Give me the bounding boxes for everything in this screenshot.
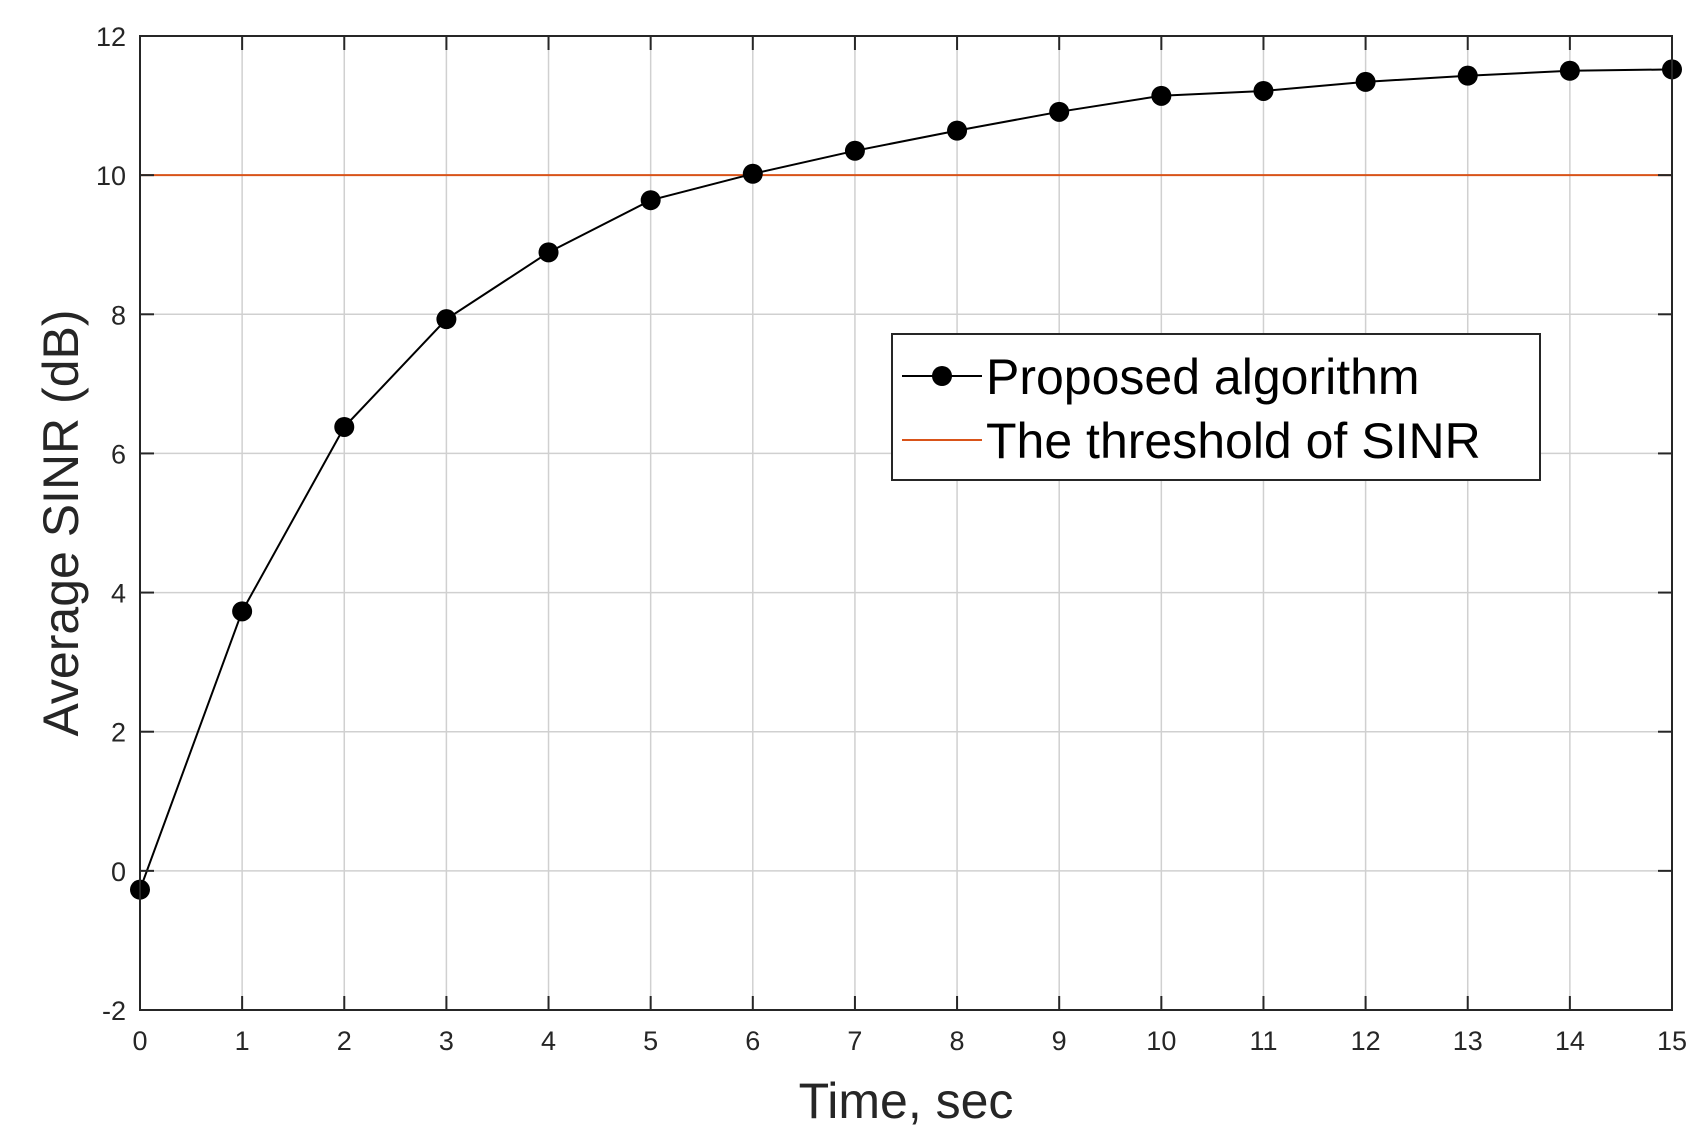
- y-axis-title: Average SINR (dB): [33, 309, 89, 736]
- axes-frame: [139, 35, 1673, 1011]
- x-tick-label: 4: [541, 1026, 556, 1056]
- ticks: [139, 35, 1673, 1011]
- legend-box: [891, 333, 1541, 481]
- x-tick-label: 3: [439, 1026, 454, 1056]
- x-tick-label: 14: [1555, 1026, 1585, 1056]
- data-point-proposed: [436, 309, 457, 330]
- data-point-proposed: [844, 140, 865, 161]
- x-tick-label: 2: [337, 1026, 352, 1056]
- x-tick-label: 9: [1052, 1026, 1067, 1056]
- data-point-proposed: [1559, 60, 1580, 81]
- data-point-proposed: [742, 163, 763, 184]
- series-layer: [130, 59, 1682, 900]
- legend-label-proposed: Proposed algorithm: [986, 349, 1420, 405]
- legend-marker-proposed: [932, 366, 952, 386]
- x-tick-label: 12: [1351, 1026, 1381, 1056]
- x-tick-label: 6: [745, 1026, 760, 1056]
- y-tick-label: 8: [111, 300, 126, 330]
- y-tick-label: 0: [111, 857, 126, 887]
- x-axis-title: Time, sec: [799, 1073, 1014, 1129]
- data-point-proposed: [334, 416, 355, 437]
- data-point-proposed: [232, 601, 253, 622]
- x-tick-label: 0: [132, 1026, 147, 1056]
- x-tick-label: 10: [1146, 1026, 1176, 1056]
- y-tick-label: 6: [111, 439, 126, 469]
- y-tick-label: 2: [111, 718, 126, 748]
- legend-label-threshold: The threshold of SINR: [986, 413, 1481, 469]
- data-point-proposed: [1355, 71, 1376, 92]
- data-point-proposed: [538, 242, 559, 263]
- y-tick-label: -2: [102, 996, 126, 1026]
- x-tick-label: 11: [1249, 1026, 1277, 1056]
- data-point-proposed: [1151, 85, 1172, 106]
- legend: Proposed algorithm The threshold of SINR: [891, 333, 1541, 481]
- y-tick-label: 10: [96, 161, 126, 191]
- y-tick-label: 12: [96, 22, 126, 52]
- data-point-proposed: [1049, 101, 1070, 122]
- x-tick-label: 8: [950, 1026, 965, 1056]
- x-tick-label: 7: [847, 1026, 862, 1056]
- series-line-proposed: [139, 68, 1673, 890]
- x-tick-label: 5: [643, 1026, 658, 1056]
- y-tick-label: 4: [111, 579, 126, 609]
- data-point-proposed: [1457, 65, 1478, 86]
- data-point-proposed: [947, 120, 968, 141]
- data-point-proposed: [1253, 80, 1274, 101]
- data-point-proposed: [640, 190, 661, 211]
- x-tick-label: 1: [235, 1026, 250, 1056]
- plot-area: [140, 36, 1672, 1010]
- x-tick-label: 13: [1453, 1026, 1483, 1056]
- x-tick-label: 15: [1657, 1026, 1687, 1056]
